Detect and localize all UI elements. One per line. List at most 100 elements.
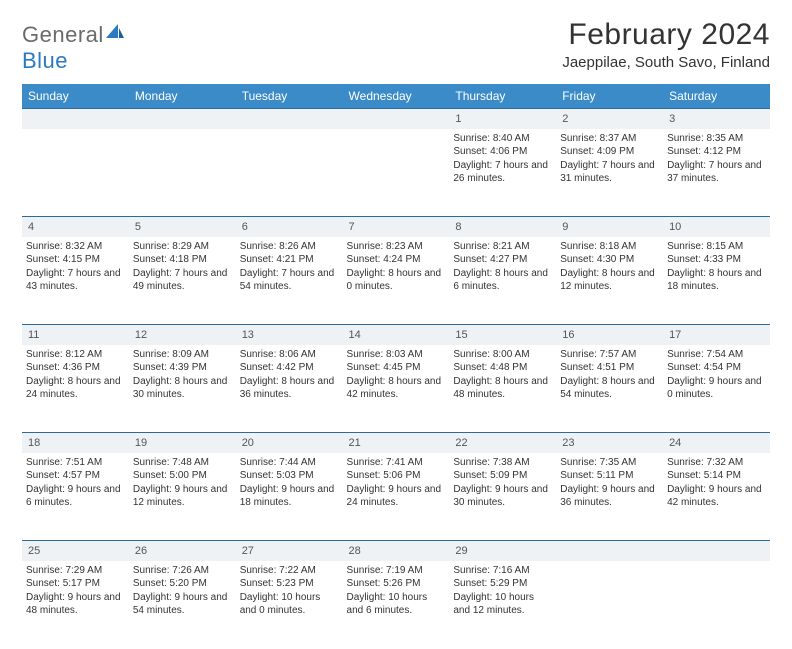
day-number: 26 <box>135 545 147 557</box>
week-data-row: Sunrise: 8:40 AMSunset: 4:06 PMDaylight:… <box>22 129 770 217</box>
weekday-header: Tuesday <box>236 84 343 109</box>
day-number-cell: 6 <box>236 217 343 237</box>
day-cell <box>22 129 129 217</box>
day-number: 13 <box>242 329 254 341</box>
sunrise-text: Sunrise: 8:03 AM <box>347 348 446 362</box>
daylight-text: Daylight: 9 hours and 12 minutes. <box>133 483 232 510</box>
day-number: 17 <box>669 329 681 341</box>
week-data-row: Sunrise: 8:32 AMSunset: 4:15 PMDaylight:… <box>22 237 770 325</box>
daylight-text: Daylight: 9 hours and 36 minutes. <box>560 483 659 510</box>
day-cell: Sunrise: 7:19 AMSunset: 5:26 PMDaylight:… <box>343 561 450 649</box>
daylight-text: Daylight: 9 hours and 48 minutes. <box>26 591 125 618</box>
sunset-text: Sunset: 4:42 PM <box>240 361 339 375</box>
day-number-cell <box>236 109 343 129</box>
title-block: February 2024 Jaeppilae, South Savo, Fin… <box>562 18 770 71</box>
day-number-cell: 18 <box>22 433 129 453</box>
day-number: 6 <box>242 221 248 233</box>
day-cell: Sunrise: 8:23 AMSunset: 4:24 PMDaylight:… <box>343 237 450 325</box>
daylight-text: Daylight: 7 hours and 43 minutes. <box>26 267 125 294</box>
sunset-text: Sunset: 5:11 PM <box>560 469 659 483</box>
sunset-text: Sunset: 4:57 PM <box>26 469 125 483</box>
sunset-text: Sunset: 4:33 PM <box>667 253 766 267</box>
day-number-cell: 16 <box>556 325 663 345</box>
day-number-cell: 17 <box>663 325 770 345</box>
logo-word2: Blue <box>22 48 68 73</box>
daylight-text: Daylight: 7 hours and 49 minutes. <box>133 267 232 294</box>
sunset-text: Sunset: 4:06 PM <box>453 145 552 159</box>
daylight-text: Daylight: 8 hours and 48 minutes. <box>453 375 552 402</box>
weekday-header: Thursday <box>449 84 556 109</box>
daylight-text: Daylight: 9 hours and 54 minutes. <box>133 591 232 618</box>
daylight-text: Daylight: 7 hours and 31 minutes. <box>560 159 659 186</box>
sunrise-text: Sunrise: 7:44 AM <box>240 456 339 470</box>
sunset-text: Sunset: 4:09 PM <box>560 145 659 159</box>
sunrise-text: Sunrise: 7:19 AM <box>347 564 446 578</box>
day-number: 15 <box>455 329 467 341</box>
day-cell: Sunrise: 7:48 AMSunset: 5:00 PMDaylight:… <box>129 453 236 541</box>
week-daynum-row: 2526272829 <box>22 541 770 561</box>
daylight-text: Daylight: 10 hours and 6 minutes. <box>347 591 446 618</box>
sunset-text: Sunset: 5:23 PM <box>240 577 339 591</box>
day-number: 11 <box>28 329 39 341</box>
day-number: 19 <box>135 437 147 449</box>
daylight-text: Daylight: 9 hours and 30 minutes. <box>453 483 552 510</box>
daylight-text: Daylight: 9 hours and 24 minutes. <box>347 483 446 510</box>
week-data-row: Sunrise: 8:12 AMSunset: 4:36 PMDaylight:… <box>22 345 770 433</box>
day-number: 23 <box>562 437 574 449</box>
daylight-text: Daylight: 8 hours and 42 minutes. <box>347 375 446 402</box>
weekday-header: Monday <box>129 84 236 109</box>
week-daynum-row: 45678910 <box>22 217 770 237</box>
logo-sail-icon <box>104 22 124 42</box>
sunset-text: Sunset: 4:24 PM <box>347 253 446 267</box>
day-number-cell: 29 <box>449 541 556 561</box>
day-number: 16 <box>562 329 574 341</box>
daylight-text: Daylight: 7 hours and 26 minutes. <box>453 159 552 186</box>
day-number: 5 <box>135 221 141 233</box>
day-cell: Sunrise: 8:15 AMSunset: 4:33 PMDaylight:… <box>663 237 770 325</box>
day-number-cell <box>129 109 236 129</box>
day-number: 2 <box>562 113 568 125</box>
day-cell: Sunrise: 8:35 AMSunset: 4:12 PMDaylight:… <box>663 129 770 217</box>
day-number-cell: 20 <box>236 433 343 453</box>
daylight-text: Daylight: 7 hours and 37 minutes. <box>667 159 766 186</box>
sunset-text: Sunset: 5:09 PM <box>453 469 552 483</box>
day-number: 3 <box>669 113 675 125</box>
day-number: 20 <box>242 437 254 449</box>
day-cell <box>236 129 343 217</box>
sunrise-text: Sunrise: 8:12 AM <box>26 348 125 362</box>
sunset-text: Sunset: 4:51 PM <box>560 361 659 375</box>
day-number-cell: 1 <box>449 109 556 129</box>
day-number-cell <box>343 109 450 129</box>
daylight-text: Daylight: 8 hours and 6 minutes. <box>453 267 552 294</box>
weekday-header: Saturday <box>663 84 770 109</box>
week-daynum-row: 18192021222324 <box>22 433 770 453</box>
day-number-cell: 25 <box>22 541 129 561</box>
sunset-text: Sunset: 5:17 PM <box>26 577 125 591</box>
day-number: 12 <box>135 329 147 341</box>
daylight-text: Daylight: 8 hours and 18 minutes. <box>667 267 766 294</box>
day-number: 22 <box>455 437 467 449</box>
day-cell: Sunrise: 8:21 AMSunset: 4:27 PMDaylight:… <box>449 237 556 325</box>
logo: General Blue <box>22 18 124 74</box>
day-number: 24 <box>669 437 681 449</box>
day-cell: Sunrise: 8:29 AMSunset: 4:18 PMDaylight:… <box>129 237 236 325</box>
sunset-text: Sunset: 5:20 PM <box>133 577 232 591</box>
day-number-cell: 13 <box>236 325 343 345</box>
day-cell: Sunrise: 8:03 AMSunset: 4:45 PMDaylight:… <box>343 345 450 433</box>
week-data-row: Sunrise: 7:51 AMSunset: 4:57 PM Daylight:… <box>22 453 770 541</box>
day-cell: Sunrise: 8:40 AMSunset: 4:06 PMDaylight:… <box>449 129 556 217</box>
day-number-cell: 23 <box>556 433 663 453</box>
sunrise-text: Sunrise: 8:35 AM <box>667 132 766 146</box>
sunset-text: Sunset: 4:39 PM <box>133 361 232 375</box>
day-number-cell <box>556 541 663 561</box>
day-cell <box>129 129 236 217</box>
day-cell: Sunrise: 7:22 AMSunset: 5:23 PMDaylight:… <box>236 561 343 649</box>
sunset-text: Sunset: 5:03 PM <box>240 469 339 483</box>
day-cell: Sunrise: 7:26 AMSunset: 5:20 PMDaylight:… <box>129 561 236 649</box>
sunrise-text: Sunrise: 7:51 AM <box>26 456 125 470</box>
logo-word1: General <box>22 22 104 47</box>
sunset-text: Sunset: 4:48 PM <box>453 361 552 375</box>
weekday-header: Sunday <box>22 84 129 109</box>
daylight-text: Daylight: 10 hours and 0 minutes. <box>240 591 339 618</box>
sunset-text: Sunset: 4:12 PM <box>667 145 766 159</box>
